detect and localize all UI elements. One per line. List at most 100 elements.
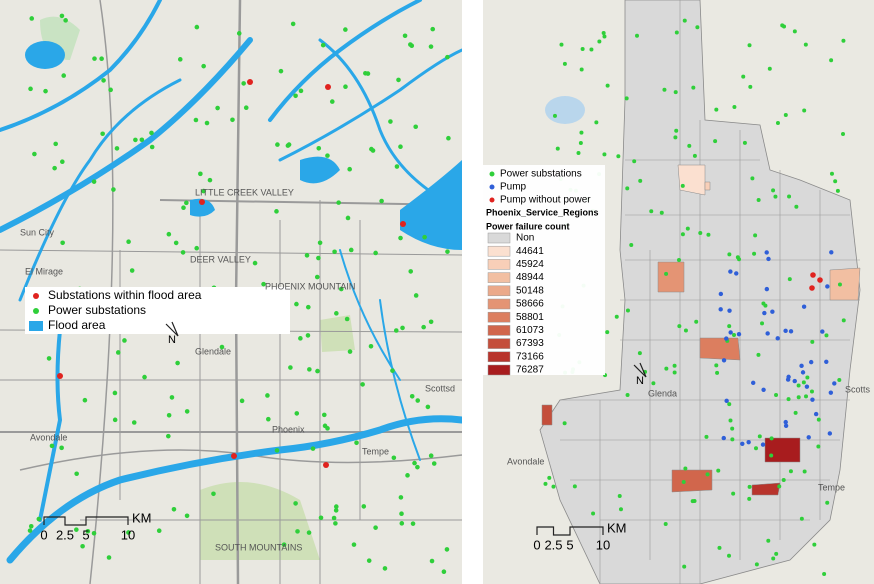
substation — [338, 286, 344, 292]
substation — [390, 368, 395, 373]
substation — [399, 521, 405, 526]
pump — [728, 330, 733, 335]
substation — [543, 481, 548, 486]
place-label: PHOENIX MOUNTAIN — [265, 281, 355, 291]
legend-label: Power substations — [48, 303, 146, 317]
pump — [746, 439, 751, 445]
substation — [677, 324, 682, 329]
substation — [781, 477, 786, 482]
place-label: Avondale — [507, 456, 544, 466]
substation — [345, 215, 351, 221]
substation — [662, 87, 667, 92]
pump — [783, 328, 788, 334]
substation — [114, 146, 120, 151]
substation — [74, 471, 79, 477]
substation — [771, 188, 776, 193]
substation — [774, 393, 779, 398]
substation — [705, 472, 710, 477]
substation — [394, 164, 400, 169]
legend-symbol — [489, 197, 495, 203]
substation — [676, 258, 681, 263]
pump-without-power — [817, 277, 823, 283]
substation — [322, 423, 328, 429]
legend-label: Power substations — [500, 169, 582, 180]
class-label: Non — [516, 233, 534, 244]
substation — [552, 113, 557, 118]
substation — [783, 113, 788, 118]
substation — [446, 135, 451, 141]
substation — [741, 74, 746, 79]
substation — [690, 499, 695, 504]
substation — [298, 88, 304, 94]
flooded-substation — [247, 79, 253, 85]
substation — [809, 389, 814, 394]
class-label: 50148 — [516, 285, 544, 296]
substation — [236, 31, 242, 36]
substation — [837, 377, 842, 382]
failure-region — [829, 267, 861, 301]
substation — [698, 231, 703, 236]
pump — [760, 442, 766, 447]
substation — [625, 393, 630, 398]
class-swatch — [487, 259, 511, 270]
substation — [763, 303, 768, 308]
substation — [547, 475, 552, 480]
substation — [53, 141, 58, 147]
substation — [347, 349, 353, 354]
substation — [562, 421, 567, 426]
flood-area — [0, 0, 462, 564]
substation — [171, 506, 177, 512]
scale-line — [536, 526, 604, 536]
substation — [402, 33, 408, 39]
substation — [61, 73, 67, 78]
north-label: N — [636, 375, 644, 387]
substation — [572, 484, 577, 489]
substation — [166, 231, 172, 237]
pump — [808, 359, 814, 365]
legend-symbol — [489, 171, 495, 177]
substation — [673, 90, 678, 95]
class-swatch — [487, 325, 511, 336]
substation — [184, 409, 190, 414]
substation — [816, 417, 821, 422]
pump — [724, 336, 729, 341]
substation — [111, 187, 116, 192]
substation — [373, 525, 378, 530]
substation — [767, 66, 772, 71]
substation — [184, 200, 189, 206]
substation — [716, 468, 721, 473]
substation — [618, 507, 623, 512]
place-label: Scotts — [845, 384, 871, 394]
pump — [783, 419, 788, 425]
substation — [29, 16, 35, 21]
substation — [333, 521, 338, 526]
place-labels: Sun City El Mirage Glendale Phoenix Tempe Sco… — [20, 187, 455, 552]
legend-symbol — [33, 308, 39, 314]
substation — [398, 235, 403, 241]
place-label: LITTLE CREEK VALLEY — [195, 187, 294, 197]
substation — [715, 370, 720, 375]
substation — [412, 460, 417, 466]
substation — [317, 240, 323, 246]
pump — [829, 250, 834, 255]
scale-label: 5 — [566, 537, 573, 552]
substation — [201, 63, 206, 69]
north-arrow: N — [633, 362, 647, 387]
substation — [421, 324, 426, 330]
substation — [52, 165, 57, 171]
substation — [617, 493, 622, 498]
substation — [100, 131, 105, 137]
substation — [82, 397, 88, 403]
pump — [718, 291, 724, 297]
substation — [399, 511, 404, 517]
pump — [721, 435, 726, 441]
place-label: SOUTH MOUNTAINS — [215, 542, 302, 552]
substation — [293, 93, 298, 99]
substation — [682, 564, 687, 569]
substation — [735, 255, 740, 260]
substation — [754, 562, 759, 567]
substation — [316, 146, 322, 151]
substation — [616, 154, 621, 159]
